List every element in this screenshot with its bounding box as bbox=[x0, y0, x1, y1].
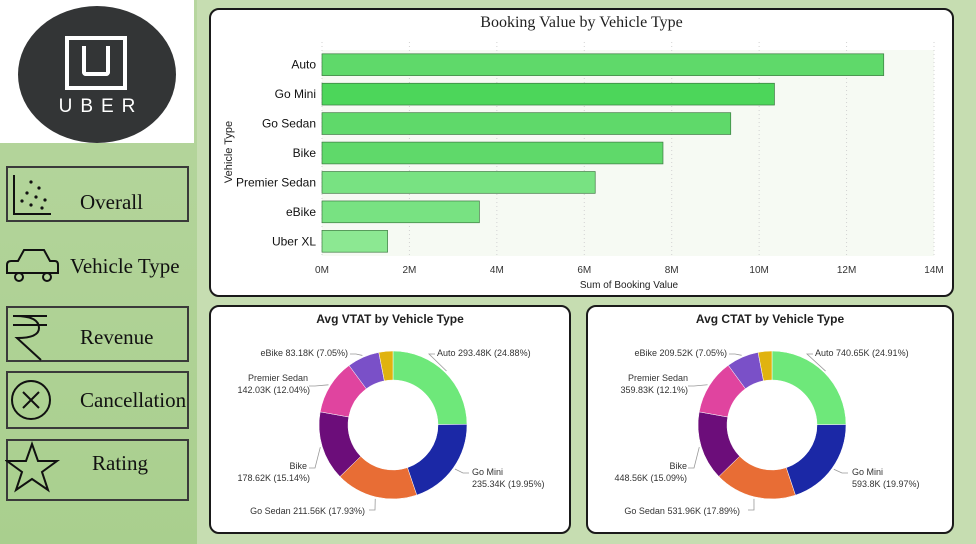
leader-line bbox=[309, 384, 329, 387]
x-tick-label: 14M bbox=[924, 265, 943, 276]
donut-slice[interactable] bbox=[378, 350, 394, 382]
logo-area: UBER bbox=[0, 0, 194, 143]
leader-line bbox=[833, 468, 848, 474]
donut-slice[interactable] bbox=[392, 350, 468, 425]
data-label: 448.56K (15.09%) bbox=[614, 473, 687, 483]
data-label: 235.34K (19.95%) bbox=[472, 479, 545, 489]
data-label: 593.8K (19.97%) bbox=[852, 479, 920, 489]
uber-logo-mark bbox=[65, 36, 127, 90]
y-tick-label: Go Mini bbox=[275, 87, 316, 101]
rupee-icon bbox=[13, 315, 47, 361]
nav-item-vehicle-type[interactable]: Vehicle Type bbox=[6, 236, 189, 292]
leader-line bbox=[428, 353, 447, 372]
y-tick-label: Auto bbox=[291, 58, 316, 72]
bar[interactable] bbox=[321, 82, 775, 106]
leader-line bbox=[309, 447, 321, 469]
x-tick-label: 2M bbox=[402, 265, 416, 276]
nav-label-revenue: Revenue bbox=[80, 325, 154, 349]
y-tick-label: eBike bbox=[286, 205, 316, 219]
data-label: Premier Sedan bbox=[248, 373, 308, 383]
data-label: 178.62K (15.14%) bbox=[237, 473, 310, 483]
donut-slice[interactable] bbox=[785, 424, 847, 496]
star-icon bbox=[5, 441, 61, 493]
x-tick-label: 12M bbox=[837, 265, 856, 276]
booking-value-bar-chart: Vehicle Type Sum of Booking Value 0M 2M 4M… bbox=[223, 42, 944, 291]
y-tick-label: Go Sedan bbox=[262, 117, 316, 131]
nav-label-cancellation: Cancellation bbox=[80, 388, 187, 412]
x-tick-label: 4M bbox=[490, 265, 504, 276]
avg-vtat-panel: Avg VTAT by Vehicle Type Auto 293.48K (2… bbox=[209, 305, 571, 534]
leader-line bbox=[748, 498, 755, 511]
nav-item-cancellation[interactable]: Cancellation bbox=[6, 371, 189, 429]
data-label: Go Sedan 531.96K (17.89%) bbox=[624, 506, 740, 516]
booking-value-panel: Booking Value by Vehicle Type Vehicle Ty… bbox=[209, 8, 954, 297]
bar[interactable] bbox=[321, 141, 664, 165]
bar[interactable] bbox=[321, 53, 885, 76]
nav-label-vehicle-type: Vehicle Type bbox=[70, 254, 180, 278]
y-tick-label: Uber XL bbox=[272, 234, 316, 248]
uber-logo: UBER bbox=[18, 6, 176, 143]
y-tick-label: Premier Sedan bbox=[236, 175, 316, 189]
avg-vtat-donut-chart: Auto 293.48K (24.88%) Go Mini 235.34K (19.… bbox=[237, 348, 545, 516]
bar-chart-title: Booking Value by Vehicle Type bbox=[480, 14, 683, 31]
nav-item-revenue[interactable]: Revenue bbox=[6, 306, 189, 362]
x-tick-label: 6M bbox=[577, 265, 591, 276]
avg-ctat-panel: Avg CTAT by Vehicle Type Auto 740.65K (2… bbox=[586, 305, 954, 534]
y-axis-label: Vehicle Type bbox=[223, 121, 235, 183]
nav-item-rating[interactable]: Rating bbox=[5, 439, 189, 501]
donut-slice[interactable] bbox=[407, 424, 468, 496]
leader-line bbox=[350, 353, 363, 356]
data-label: Auto 293.48K (24.88%) bbox=[437, 348, 531, 358]
avg-ctat-donut-chart: Auto 740.65K (24.91%) Go Mini 593.8K (19.9… bbox=[614, 348, 920, 516]
circle-x-icon bbox=[11, 380, 51, 420]
nav-item-overall[interactable]: Overall bbox=[6, 166, 189, 222]
nav-label-rating: Rating bbox=[92, 451, 148, 475]
data-label: Auto 740.65K (24.91%) bbox=[815, 348, 909, 358]
leader-line bbox=[454, 468, 469, 474]
data-label: Go Mini bbox=[472, 467, 503, 477]
x-tick-label: 0M bbox=[315, 265, 329, 276]
nav-label-overall: Overall bbox=[80, 190, 143, 214]
ctat-chart-title: Avg CTAT by Vehicle Type bbox=[695, 312, 845, 326]
bar[interactable] bbox=[321, 230, 388, 253]
data-label: Go Sedan 211.56K (17.93%) bbox=[250, 506, 365, 516]
leader-line bbox=[729, 353, 742, 356]
x-axis-label: Sum of Booking Value bbox=[580, 280, 679, 291]
donut-slice[interactable] bbox=[757, 350, 773, 382]
scatter-plot-icon bbox=[13, 175, 51, 215]
leader-line bbox=[805, 353, 826, 372]
data-label: Go Mini bbox=[852, 467, 883, 477]
bar[interactable] bbox=[321, 171, 596, 194]
data-label: Premier Sedan bbox=[628, 373, 688, 383]
data-label: 359.83K (12.1%) bbox=[620, 385, 688, 395]
bar[interactable] bbox=[321, 200, 480, 224]
bar[interactable] bbox=[321, 112, 732, 135]
data-label: Bike bbox=[669, 461, 687, 471]
sidebar: UBER Overall Vehicle Type Revenue bbox=[0, 0, 197, 544]
data-label: 142.03K (12.04%) bbox=[237, 385, 310, 395]
uber-logo-text: UBER bbox=[58, 96, 144, 117]
donut-slice[interactable] bbox=[771, 350, 847, 425]
leader-line bbox=[688, 447, 700, 469]
data-label: eBike 209.52K (7.05%) bbox=[634, 348, 727, 358]
vtat-chart-title: Avg VTAT by Vehicle Type bbox=[316, 312, 464, 326]
leader-line bbox=[688, 384, 708, 387]
x-tick-label: 8M bbox=[665, 265, 679, 276]
x-tick-label: 10M bbox=[749, 265, 768, 276]
data-label: Bike bbox=[289, 461, 307, 471]
car-icon bbox=[6, 249, 59, 282]
leader-line bbox=[369, 498, 376, 511]
data-label: eBike 83.18K (7.05%) bbox=[260, 348, 348, 358]
y-tick-label: Bike bbox=[293, 146, 317, 160]
